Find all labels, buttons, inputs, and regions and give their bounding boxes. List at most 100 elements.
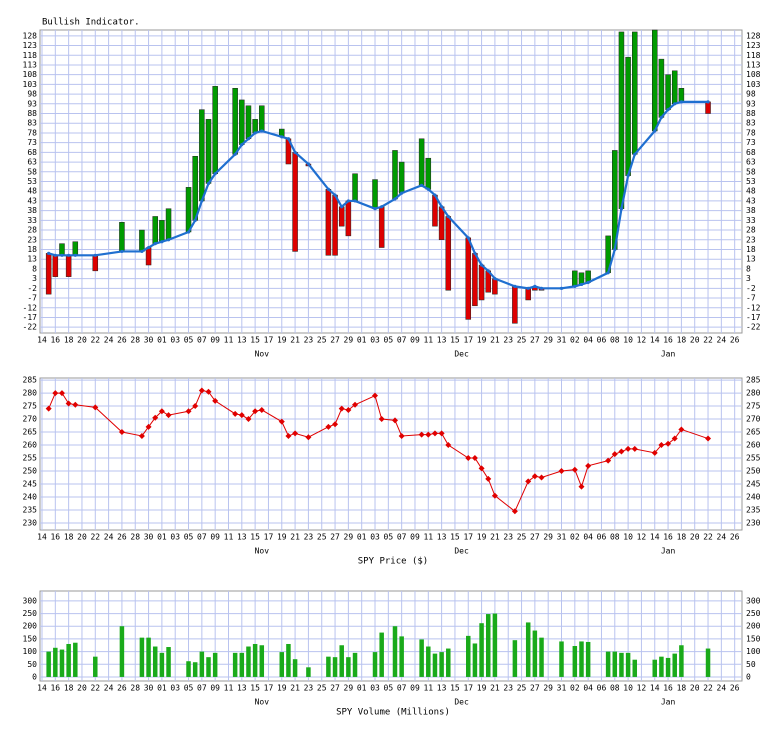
x-tick-label: 14 xyxy=(650,684,660,693)
bar xyxy=(578,272,585,285)
x-tick-label: 22 xyxy=(90,533,100,542)
price-marker xyxy=(198,387,205,394)
average-point xyxy=(166,238,171,242)
bar xyxy=(492,613,498,677)
price-marker xyxy=(631,445,638,452)
bar xyxy=(446,648,451,677)
x-tick-label: 20 xyxy=(77,684,87,693)
x-tick-label: 03 xyxy=(170,684,180,693)
average-point xyxy=(466,236,470,240)
price-marker xyxy=(352,401,359,408)
x-tick-label: 21 xyxy=(490,684,500,693)
x-tick-label: 23 xyxy=(304,684,314,693)
x-tick-label: 23 xyxy=(503,336,513,345)
average-point xyxy=(340,205,344,209)
bar xyxy=(479,623,484,677)
month-label: Nov xyxy=(255,350,270,359)
price-marker xyxy=(238,412,245,419)
y-tick-label: 13 xyxy=(27,255,37,264)
average-point xyxy=(579,282,584,287)
x-tick-label: 23 xyxy=(503,684,513,693)
x-tick-label: 21 xyxy=(490,336,500,345)
x-tick-label: 02 xyxy=(570,684,580,693)
bar xyxy=(632,659,638,677)
average-point xyxy=(67,253,71,257)
x-tick-label: 18 xyxy=(64,336,74,345)
x-tick-label: 27 xyxy=(330,684,340,693)
bar xyxy=(665,657,671,677)
x-tick-label: 23 xyxy=(304,533,314,542)
bar xyxy=(239,99,245,145)
y-tick-label-right: 88 xyxy=(746,109,756,118)
bar xyxy=(245,105,252,140)
average-point xyxy=(613,247,617,252)
x-tick-label: 15 xyxy=(250,684,260,693)
bar xyxy=(53,647,58,677)
x-tick-label: 06 xyxy=(597,533,607,542)
y-tick-label-right: -22 xyxy=(746,323,761,332)
bar xyxy=(705,648,711,677)
x-tick-label: 04 xyxy=(583,336,593,345)
bar xyxy=(239,652,245,677)
price-marker xyxy=(345,406,352,413)
bar xyxy=(651,29,658,132)
y-tick-label-right: 245 xyxy=(746,480,761,489)
bar xyxy=(572,270,578,287)
bar xyxy=(292,152,298,252)
x-tick-label: 16 xyxy=(663,684,673,693)
y-tick-label-right: 68 xyxy=(746,148,756,157)
y-tick-label-right: 250 xyxy=(746,609,761,618)
bar xyxy=(665,74,671,110)
bar xyxy=(372,652,378,677)
x-tick-label: 30 xyxy=(144,684,154,693)
bar xyxy=(93,656,98,677)
y-tick-label: 73 xyxy=(27,138,37,147)
y-tick-label: 88 xyxy=(27,109,37,118)
y-tick-label-right: 48 xyxy=(746,187,756,196)
price-marker xyxy=(525,478,532,485)
y-tick-label-right: 255 xyxy=(746,454,761,463)
x-tick-label: 10 xyxy=(623,684,633,693)
average-point xyxy=(47,251,51,255)
x-tick-label: 04 xyxy=(583,533,593,542)
average-point xyxy=(626,174,630,178)
price-marker xyxy=(205,388,212,395)
price-marker xyxy=(438,430,445,437)
bar xyxy=(678,88,685,103)
x-tick-label: 25 xyxy=(517,336,527,345)
average-point xyxy=(333,193,337,197)
x-tick-label: 14 xyxy=(650,336,660,345)
bar xyxy=(352,173,358,202)
x-axis-label: SPY Volume (Millions) xyxy=(336,708,450,718)
x-tick-label: 16 xyxy=(50,533,60,542)
x-axis-label: SPY Price ($) xyxy=(358,557,428,567)
bar xyxy=(438,206,445,241)
x-tick-label: 19 xyxy=(277,533,287,542)
x-tick-label: 27 xyxy=(530,336,540,345)
y-tick-label: 200 xyxy=(23,622,38,631)
average-point xyxy=(393,197,397,201)
price-marker xyxy=(465,455,472,462)
x-tick-label: 03 xyxy=(370,336,380,345)
month-label: Dec xyxy=(454,698,469,707)
x-tick-label: 17 xyxy=(463,533,473,542)
x-tick-label: 16 xyxy=(663,336,673,345)
x-tick-label: 26 xyxy=(730,336,740,345)
y-tick-label-right: 250 xyxy=(746,467,761,476)
x-tick-label: 12 xyxy=(637,533,647,542)
x-tick-label: 14 xyxy=(37,533,47,542)
x-tick-label: 17 xyxy=(463,336,473,345)
average-point xyxy=(606,271,610,275)
x-tick-label: 13 xyxy=(237,533,247,542)
bar xyxy=(612,651,618,677)
average-point xyxy=(206,181,211,186)
y-tick-label-right: 18 xyxy=(746,245,756,254)
y-tick-label: 230 xyxy=(23,518,38,527)
average-point xyxy=(160,240,164,244)
bar xyxy=(185,187,192,233)
bar xyxy=(259,645,265,677)
y-tick-label-right: 8 xyxy=(746,264,751,273)
x-tick-label: 18 xyxy=(64,684,74,693)
x-tick-label: 29 xyxy=(543,533,553,542)
y-tick-label-right: 13 xyxy=(746,255,756,264)
